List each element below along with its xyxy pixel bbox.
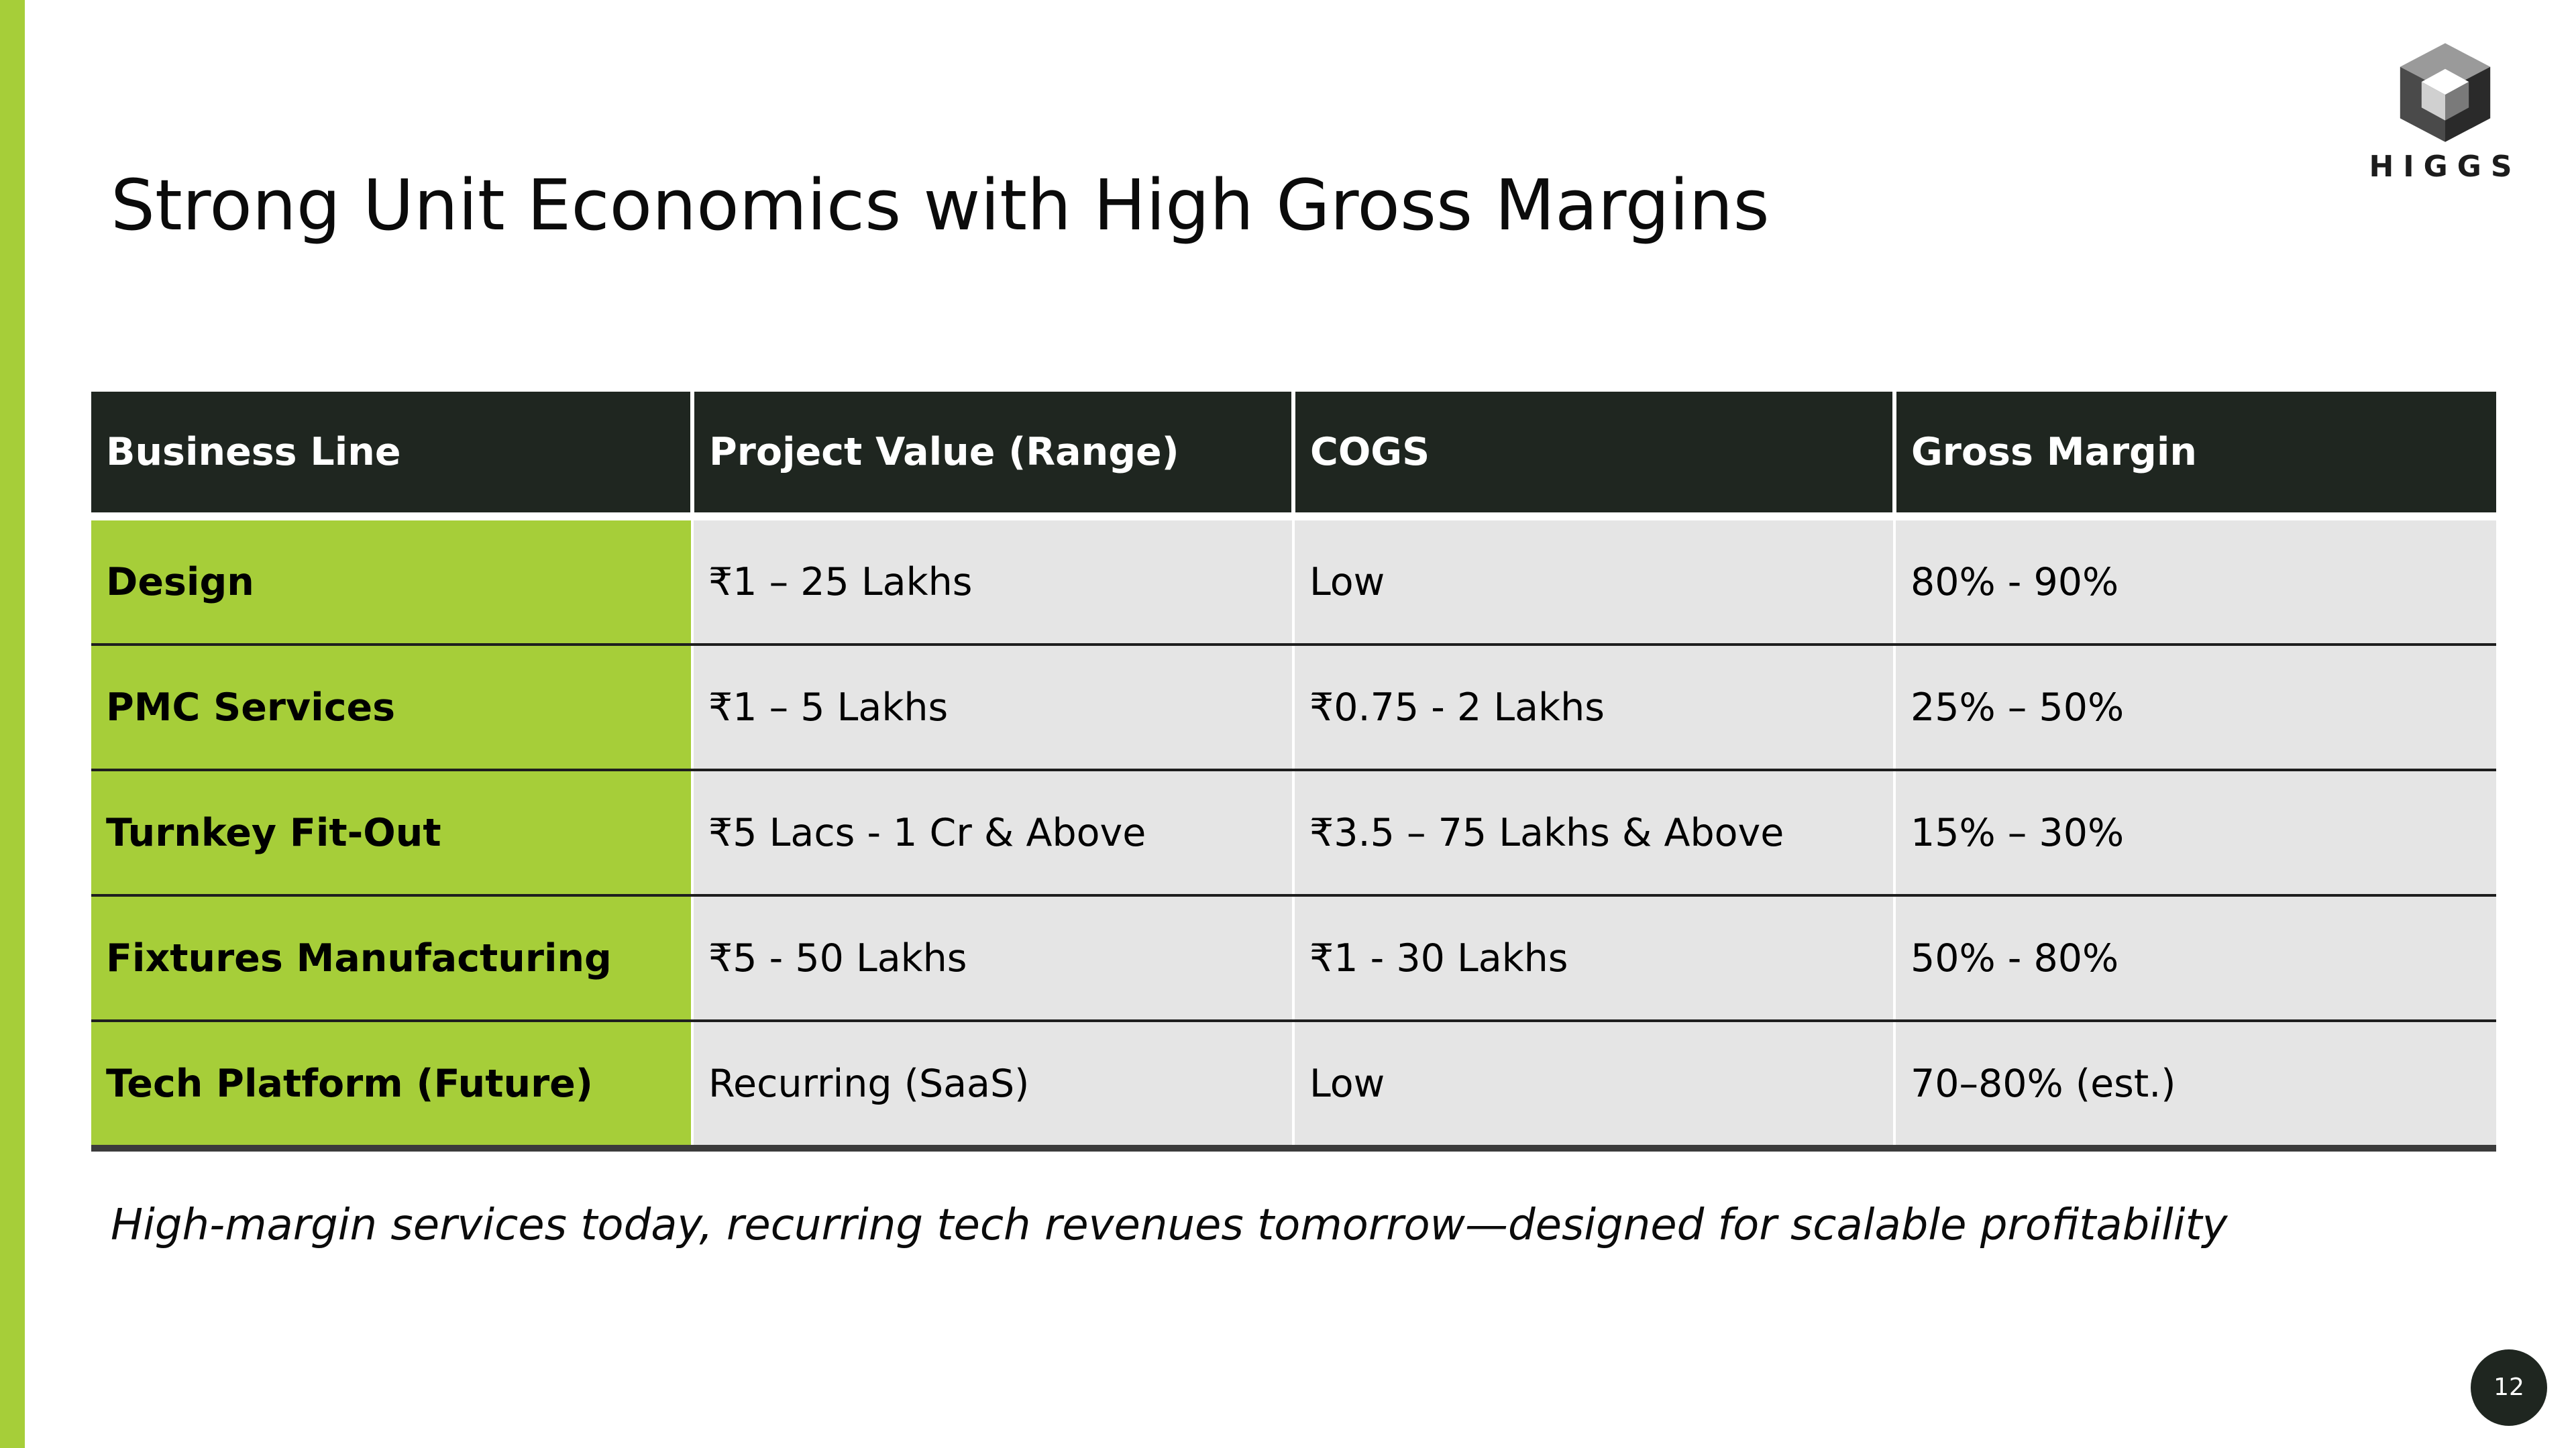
- gross-margin-cell: 50% - 80%: [1894, 895, 2496, 1022]
- cogs-cell: Low: [1293, 516, 1896, 646]
- logo-wordmark: HIGGS: [2369, 150, 2522, 184]
- project-value-cell: Recurring (SaaS): [692, 1021, 1295, 1152]
- unit-economics-table: Business Line Project Value (Range) COGS…: [91, 392, 2496, 1152]
- header-gross-margin: Gross Margin: [1894, 392, 2496, 520]
- cogs-cell: ₹3.5 – 75 Lakhs & Above: [1293, 770, 1896, 897]
- table-row: PMC Services ₹1 – 5 Lakhs ₹0.75 - 2 Lakh…: [91, 645, 2496, 771]
- gross-margin-cell: 80% - 90%: [1894, 516, 2496, 646]
- cogs-cell: ₹0.75 - 2 Lakhs: [1293, 645, 1896, 771]
- cube-logo-icon: [2400, 43, 2491, 142]
- business-line-cell: PMC Services: [91, 645, 694, 771]
- accent-bar: [0, 0, 25, 1448]
- business-line-cell: Turnkey Fit-Out: [91, 770, 694, 897]
- business-line-cell: Fixtures Manufacturing: [91, 895, 694, 1022]
- table-row: Design ₹1 – 25 Lakhs Low 80% - 90%: [91, 516, 2496, 646]
- table-header-row: Business Line Project Value (Range) COGS…: [91, 392, 2496, 520]
- header-project-value: Project Value (Range): [692, 392, 1295, 520]
- table-row: Tech Platform (Future) Recurring (SaaS) …: [91, 1021, 2496, 1152]
- tagline: High-margin services today, recurring te…: [111, 1201, 2228, 1250]
- gross-margin-cell: 15% – 30%: [1894, 770, 2496, 897]
- slide-title: Strong Unit Economics with High Gross Ma…: [111, 164, 1770, 246]
- project-value-cell: ₹1 – 5 Lakhs: [692, 645, 1295, 771]
- project-value-cell: ₹5 Lacs - 1 Cr & Above: [692, 770, 1295, 897]
- page-number-badge: 12: [2471, 1349, 2547, 1426]
- business-line-cell: Tech Platform (Future): [91, 1021, 694, 1152]
- cogs-cell: ₹1 - 30 Lakhs: [1293, 895, 1896, 1022]
- table-row: Turnkey Fit-Out ₹5 Lacs - 1 Cr & Above ₹…: [91, 770, 2496, 897]
- header-cogs: COGS: [1293, 392, 1896, 520]
- gross-margin-cell: 70–80% (est.): [1894, 1021, 2496, 1152]
- table-row: Fixtures Manufacturing ₹5 - 50 Lakhs ₹1 …: [91, 895, 2496, 1022]
- project-value-cell: ₹5 - 50 Lakhs: [692, 895, 1295, 1022]
- project-value-cell: ₹1 – 25 Lakhs: [692, 516, 1295, 646]
- cogs-cell: Low: [1293, 1021, 1896, 1152]
- business-line-cell: Design: [91, 516, 694, 646]
- higgs-logo: HIGGS: [2368, 39, 2522, 186]
- gross-margin-cell: 25% – 50%: [1894, 645, 2496, 771]
- header-business-line: Business Line: [91, 392, 694, 520]
